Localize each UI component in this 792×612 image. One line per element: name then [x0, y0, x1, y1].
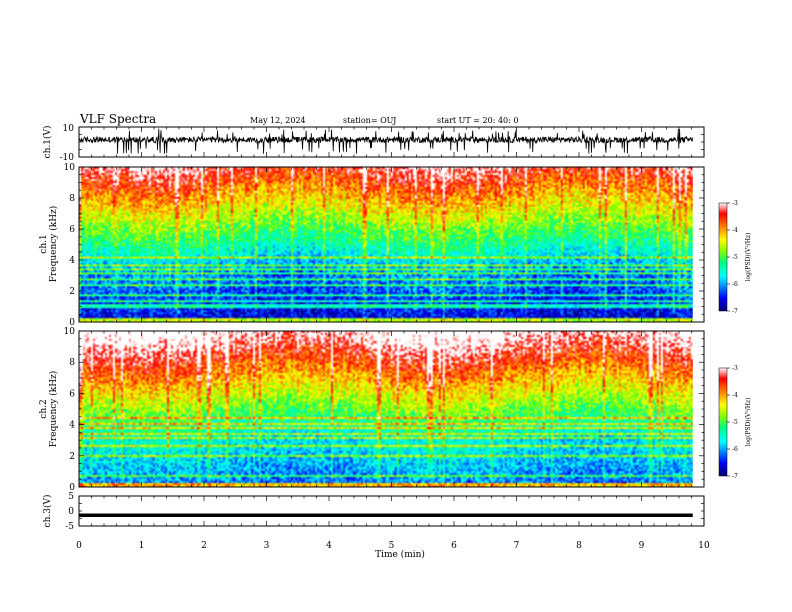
ch2-colorbar-tick-label: -3 — [732, 365, 738, 372]
ch2-colorbar-label: log(PSD)(V²/Hz) — [745, 398, 752, 447]
ch1-spectrogram-ylabel-channel: ch.1 — [39, 234, 49, 253]
x-axis-label: Time (min) — [375, 549, 425, 560]
ch3-waveform-ylabel: ch.3(V) — [42, 495, 53, 528]
x-tick-label: 0 — [76, 541, 82, 551]
ch2-spectrogram-ylabel-channel: ch.2 — [39, 399, 49, 418]
x-tick-label: 5 — [389, 541, 395, 551]
date-label: May 12, 2024 — [250, 116, 306, 125]
ch1-spectrogram-ytick-label: 8 — [69, 194, 75, 204]
start-time-label: start UT = 20: 40: 0 — [437, 116, 518, 125]
ch2-colorbar-tick-label: -4 — [732, 392, 738, 399]
ch1-colorbar-tick-label: -7 — [732, 308, 738, 315]
ch1-ytick-bottom: -10 — [60, 153, 75, 163]
ch1-waveform-panel: 10 -10 ch.1(V) — [42, 124, 705, 163]
ch1-spectrogram-image — [79, 167, 693, 322]
ch2-colorbar — [718, 367, 728, 477]
ch2-spectrogram-image — [79, 331, 693, 487]
figure-title: VLF Spectra — [79, 112, 156, 126]
x-tick-label: 8 — [576, 541, 582, 551]
station-label: station= OUJ — [343, 116, 396, 125]
ch1-waveform-ylabel: ch.1(V) — [42, 126, 53, 159]
ch2-spectrogram-ytick-label: 4 — [69, 421, 75, 431]
ch2-spectrogram-ytick-label: 10 — [64, 327, 76, 337]
ch2-spectrogram-ylabel-frequency: Frequency (kHz) — [48, 371, 59, 448]
x-tick-label: 4 — [326, 541, 332, 551]
x-tick-label: 10 — [698, 541, 710, 551]
ch1-spectrogram-ytick-label: 0 — [69, 318, 75, 328]
ch1-colorbar-tick-label: -4 — [732, 227, 738, 234]
ch2-spectrogram-ytick-label: 8 — [69, 358, 75, 368]
ch3-ytick-top: 5 — [68, 492, 74, 502]
ch3-ytick-bottom: -5 — [65, 522, 74, 532]
ch2-colorbar-tick-label: -6 — [732, 446, 738, 453]
ch2-spectrogram-ytick-label: 2 — [69, 452, 75, 462]
x-tick-label: 7 — [514, 541, 520, 551]
ch2-spectrogram-ytick-label: 0 — [69, 483, 75, 493]
ch1-spectrogram-ylabel-frequency: Frequency (kHz) — [48, 206, 59, 283]
ch1-colorbar-tick-label: -5 — [732, 254, 738, 261]
ch2-spectrogram-ytick-label: 6 — [69, 389, 75, 399]
ch1-spectrogram-ytick-label: 4 — [69, 256, 75, 266]
ch1-spectrogram-ytick-label: 6 — [69, 225, 75, 235]
ch1-colorbar-tick-label: -6 — [732, 281, 738, 288]
ch3-waveform-panel: 5 0 -5 ch.3(V) — [42, 492, 705, 532]
ch2-colorbar-tick-label: -7 — [732, 473, 738, 480]
ch1-colorbar-label: log(PSD)(V²/Hz) — [745, 233, 752, 282]
x-tick-label: 1 — [139, 541, 145, 551]
ch1-waveform-line — [78, 128, 694, 154]
ch3-ytick-middle: 0 — [68, 507, 74, 517]
x-tick-label: 2 — [201, 541, 207, 551]
x-tick-label: 9 — [639, 541, 645, 551]
x-tick-label: 3 — [264, 541, 270, 551]
ch1-colorbar — [718, 202, 728, 312]
ch1-colorbar-tick-label: -3 — [732, 200, 738, 207]
x-tick-label: 6 — [451, 541, 457, 551]
ch1-spectrogram-ytick-label: 2 — [69, 287, 75, 297]
ch1-ytick-top: 10 — [63, 124, 75, 134]
ch2-colorbar-tick-label: -5 — [732, 419, 738, 426]
x-axis-tick-labels: 0 1 2 3 4 5 6 7 8 9 10 — [76, 541, 710, 551]
ch1-spectrogram-ytick-label: 10 — [64, 163, 76, 173]
